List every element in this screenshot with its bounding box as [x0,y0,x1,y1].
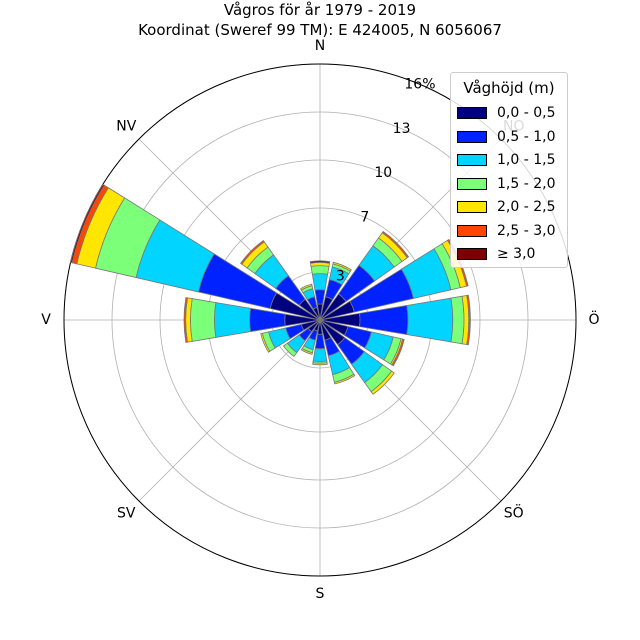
legend-label: ≥ 3,0 [497,246,536,262]
rose-bar-segment [190,298,217,342]
rose-bars [70,183,471,395]
direction-label: SÖ [504,504,524,522]
legend-swatch [457,201,487,213]
rose-bar-segment [183,297,188,343]
rose-bar-segment [370,370,395,395]
legend-swatch [457,130,487,143]
rose-bar-segment [310,265,330,275]
legend-label: 2,0 - 2,5 [497,199,556,215]
legend-swatch [457,107,487,119]
rose-bar-segment [314,333,326,350]
legend-label: 1,0 - 1,5 [497,152,556,168]
legend-swatch [457,248,487,260]
radial-tick-label: 13 [393,121,411,137]
legend-item: 0,0 - 0,5 [457,103,555,123]
radial-tick-label: 10 [374,165,392,181]
chart-title: Vågros för år 1979 - 2019 [223,1,417,19]
legend-swatch [457,224,487,237]
rose-bar-segment [314,289,326,305]
rose-bar-segment [249,307,286,333]
legend-item: 1,5 - 2,0 [457,174,555,194]
rose-bar-segment [260,332,271,353]
legend-title: Våghöjd (m) [463,79,555,97]
chart-title-block: Vågros för år 1979 - 2019 Koordinat (Swe… [0,0,640,40]
rose-bar-segment [299,283,313,291]
radial-tick-label: 16% [404,76,435,92]
legend-item: 0,5 - 1,0 [457,127,555,147]
direction-label: S [316,586,325,602]
direction-label: V [41,312,51,328]
rose-bar-segment [466,294,471,346]
outer-circle [63,63,577,577]
rose-bar-segment [381,230,410,259]
rose-bar-segment [311,273,329,291]
rose-bar-segment [450,295,465,345]
rose-bar-segment [309,260,331,264]
legend-label: 0,5 - 1,0 [497,128,556,145]
rose-bar-segment [333,373,356,385]
rose-bar-segment [239,239,265,265]
legend-item: 1,0 - 1,5 [457,150,555,170]
legend-swatch [457,177,487,190]
direction-label: N [315,38,325,54]
legend: Våghöjd (m) 0,0 - 0,5 0,5 - 1,0 1,0 - 1,5 1… [450,72,568,268]
chart-subtitle: Koordinat (Sweref 99 TM): E 424005, N 60… [138,21,502,39]
legend-label: 0,0 - 0,5 [497,105,556,121]
radial-tick-label: 7 [360,210,369,226]
direction-label: SV [117,506,136,522]
legend-label: 2,5 - 3,0 [497,222,556,239]
rose-bar-segment [406,297,454,343]
legend-label: 1,5 - 2,0 [497,175,556,192]
rose-bar-segment [332,261,352,272]
direction-label: Ö [588,310,599,328]
legend-item: 2,5 - 3,0 [457,221,555,241]
radial-tick-label: 3 [336,269,345,285]
rose-bar-segment [214,302,252,338]
rose-bar-segment [312,347,328,362]
rose-bar-segment [70,183,105,264]
legend-item: 2,0 - 2,5 [457,197,555,217]
direction-label: NV [116,118,136,134]
legend-swatch [457,154,487,166]
rose-bar-segment [300,347,313,355]
legend-item: ≥ 3,0 [457,244,535,264]
rose-bar-segment [391,338,405,367]
rose-bar-segment [312,362,328,366]
rose-bar-segment [282,342,298,358]
